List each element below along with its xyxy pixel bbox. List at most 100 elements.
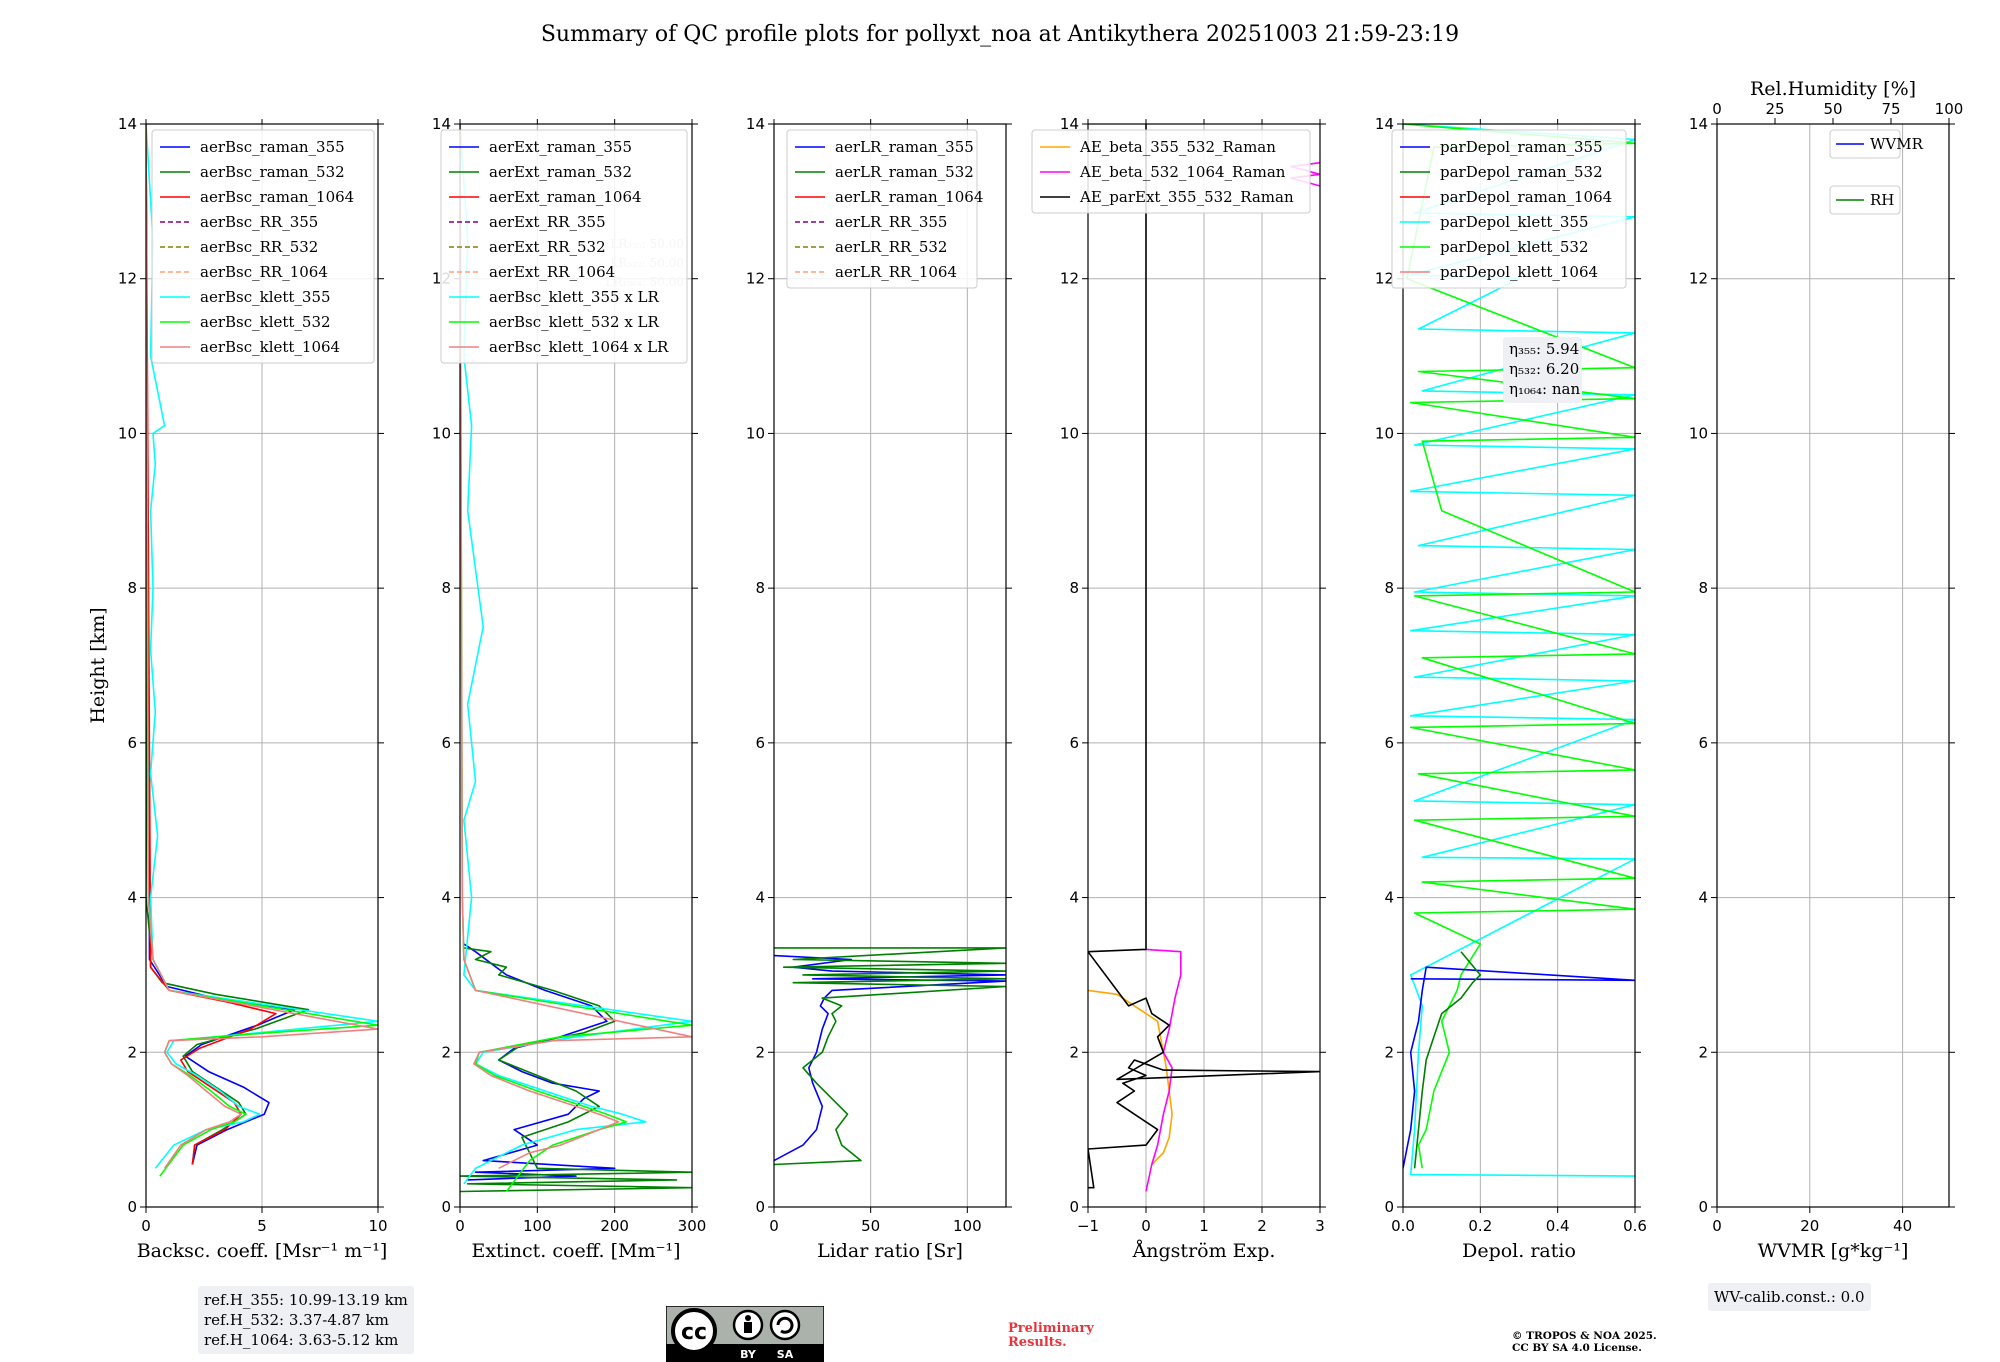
legend-box bbox=[1391, 129, 1627, 289]
ref-height-532: ref.H_532: 3.37-4.87 km bbox=[204, 1311, 389, 1329]
y-tick-label: 14 bbox=[1060, 115, 1079, 133]
legend-box bbox=[151, 129, 375, 364]
x2-tick-label: 50 bbox=[1823, 100, 1842, 118]
x-tick-label: 0.4 bbox=[1546, 1217, 1570, 1235]
legend-label: aerBsc_raman_355 bbox=[200, 138, 345, 156]
y-tick-label: 10 bbox=[1689, 424, 1708, 442]
preliminary-line-1: Preliminary bbox=[1008, 1321, 1094, 1336]
y-tick-label: 0 bbox=[127, 1198, 137, 1216]
y-tick-label: 0 bbox=[1698, 1198, 1708, 1216]
share-alike-icon bbox=[769, 1309, 801, 1341]
attribution-icon-body bbox=[744, 1322, 752, 1333]
y-tick-label: 6 bbox=[1698, 734, 1708, 752]
legend-label: RH bbox=[1870, 191, 1894, 209]
legend-label: aerBsc_klett_355 x LR bbox=[489, 288, 660, 306]
legend-label: parDepol_raman_1064 bbox=[1440, 188, 1612, 206]
x-tick-label: 0 bbox=[455, 1217, 465, 1235]
x-tick-label: 100 bbox=[523, 1217, 552, 1235]
y-tick-label: 8 bbox=[1069, 579, 1079, 597]
x2-axis-label: Rel.Humidity [%] bbox=[1750, 78, 1916, 100]
axes-frame bbox=[459, 123, 693, 1208]
legend-label: AE_parExt_355_532_Raman bbox=[1079, 188, 1294, 206]
y-tick-label: 10 bbox=[432, 424, 451, 442]
legend-label: WVMR bbox=[1870, 135, 1924, 153]
x2-tick-label: 100 bbox=[1935, 100, 1964, 118]
axes-frame bbox=[773, 123, 1007, 1208]
legend-label: aerBsc_RR_355 bbox=[200, 213, 318, 231]
y-tick-label: 14 bbox=[746, 115, 765, 133]
eta-label: η₅₃₂: 6.20 bbox=[1509, 360, 1579, 378]
x-tick-label: 0 bbox=[1712, 1217, 1722, 1235]
y-tick-label: 10 bbox=[746, 424, 765, 442]
preliminary-results-note: Preliminary Results. bbox=[1008, 1322, 1094, 1350]
legend-label: aerLR_raman_355 bbox=[835, 138, 974, 156]
x-tick-label: 0.0 bbox=[1391, 1217, 1415, 1235]
legend-label: aerBsc_klett_1064 bbox=[200, 338, 340, 356]
x-tick-label: 5 bbox=[257, 1217, 267, 1235]
legend-label: AE_beta_532_1064_Raman bbox=[1079, 163, 1286, 181]
legend-label: aerBsc_klett_532 x LR bbox=[489, 313, 660, 331]
legend-label: parDepol_klett_532 bbox=[1440, 238, 1589, 256]
legend-label: parDepol_raman_355 bbox=[1440, 138, 1603, 156]
figure-title: Summary of QC profile plots for pollyxt_… bbox=[540, 22, 1460, 47]
x2-tick-label: 25 bbox=[1765, 100, 1784, 118]
x-axis-label: Depol. ratio bbox=[1462, 1240, 1576, 1262]
legend-label: aerBsc_klett_1064 x LR bbox=[489, 338, 669, 356]
y-tick-label: 8 bbox=[1698, 579, 1708, 597]
legend-label: aerExt_RR_355 bbox=[489, 213, 606, 231]
eta-label: η₁₀₆₄: nan bbox=[1509, 380, 1580, 398]
x-tick-label: 0 bbox=[1141, 1217, 1151, 1235]
series-group bbox=[146, 124, 378, 1177]
y-tick-label: 8 bbox=[755, 579, 765, 597]
x-axis-label: Ångström Exp. bbox=[1132, 1240, 1276, 1262]
panel-2: 010020030002468101214Extinct. coeff. [Mm… bbox=[432, 115, 706, 1262]
share-alike-icon-arc bbox=[776, 1316, 794, 1334]
x-tick-label: 50 bbox=[861, 1217, 880, 1235]
ref-height-355: ref.H_355: 10.99-13.19 km bbox=[204, 1291, 408, 1309]
panel-1: 0 5 10 0 2 4 6 8 10 12 14 Backsc. coeff. [Msr⁻¹ m⁻¹… bbox=[87, 115, 388, 1262]
y-tick-label: 10 bbox=[118, 424, 137, 442]
y-tick-label: 4 bbox=[1384, 889, 1394, 907]
x-tick-label: 40 bbox=[1893, 1217, 1912, 1235]
axes-frame bbox=[1402, 123, 1636, 1208]
series-group bbox=[460, 124, 692, 1193]
legend-label: aerLR_raman_1064 bbox=[835, 188, 983, 206]
x-tick-label: 0 bbox=[769, 1217, 779, 1235]
x-tick-label: 0 bbox=[141, 1217, 151, 1235]
legend-label: aerExt_RR_532 bbox=[489, 238, 606, 256]
series-line-aerExt_raman_532 bbox=[460, 947, 692, 1193]
preliminary-line-2: Results. bbox=[1008, 1335, 1067, 1350]
legend-label: aerBsc_klett_355 bbox=[200, 288, 331, 306]
legend-label: aerBsc_raman_532 bbox=[200, 163, 345, 181]
legend-label: aerExt_raman_532 bbox=[489, 163, 632, 181]
legend-label: aerBsc_RR_532 bbox=[200, 238, 318, 256]
eta-label: η₃₅₅: 5.94 bbox=[1509, 340, 1579, 358]
y-tick-label: 2 bbox=[755, 1043, 765, 1061]
legend-label: aerLR_raman_532 bbox=[835, 163, 974, 181]
copyright-line-2: CC BY SA 4.0 License. bbox=[1512, 1342, 1642, 1354]
legend-label: aerExt_RR_1064 bbox=[489, 263, 615, 281]
y-tick-label: 4 bbox=[127, 889, 137, 907]
legend-label: aerBsc_raman_1064 bbox=[200, 188, 354, 206]
cc-license-badge: cc BY SA bbox=[666, 1306, 824, 1362]
y-tick-label: 14 bbox=[118, 115, 137, 133]
x-tick-label: 0.6 bbox=[1623, 1217, 1647, 1235]
y-tick-label: 4 bbox=[755, 889, 765, 907]
y-tick-label: 2 bbox=[1384, 1043, 1394, 1061]
copyright-line-1: © TROPOS & NOA 2025. bbox=[1512, 1330, 1657, 1342]
y-tick-label: 2 bbox=[127, 1043, 137, 1061]
legend-label: AE_beta_355_532_Raman bbox=[1079, 138, 1276, 156]
legend-label: aerBsc_RR_1064 bbox=[200, 263, 328, 281]
x-tick-label: 0.2 bbox=[1468, 1217, 1492, 1235]
y-tick-label: 4 bbox=[441, 889, 451, 907]
series-line-parDepol_raman_532 bbox=[1413, 951, 1482, 1169]
y-tick-label: 6 bbox=[127, 734, 137, 752]
x-tick-label: −1 bbox=[1077, 1217, 1099, 1235]
wv-calib-constant: WV-calib.const.: 0.0 bbox=[1714, 1288, 1865, 1306]
cc-logo-text: cc bbox=[681, 1320, 707, 1345]
x-tick-label: 3 bbox=[1315, 1217, 1325, 1235]
x-axis-label: WVMR [g*kg⁻¹] bbox=[1758, 1240, 1909, 1262]
panel-5: 0.0 0.2 0.4 0.6 0 2 4 6 8 10 12 14 Depol. ratio η₃₅₅:… bbox=[1375, 115, 1647, 1262]
y-tick-label: 2 bbox=[1698, 1043, 1708, 1061]
